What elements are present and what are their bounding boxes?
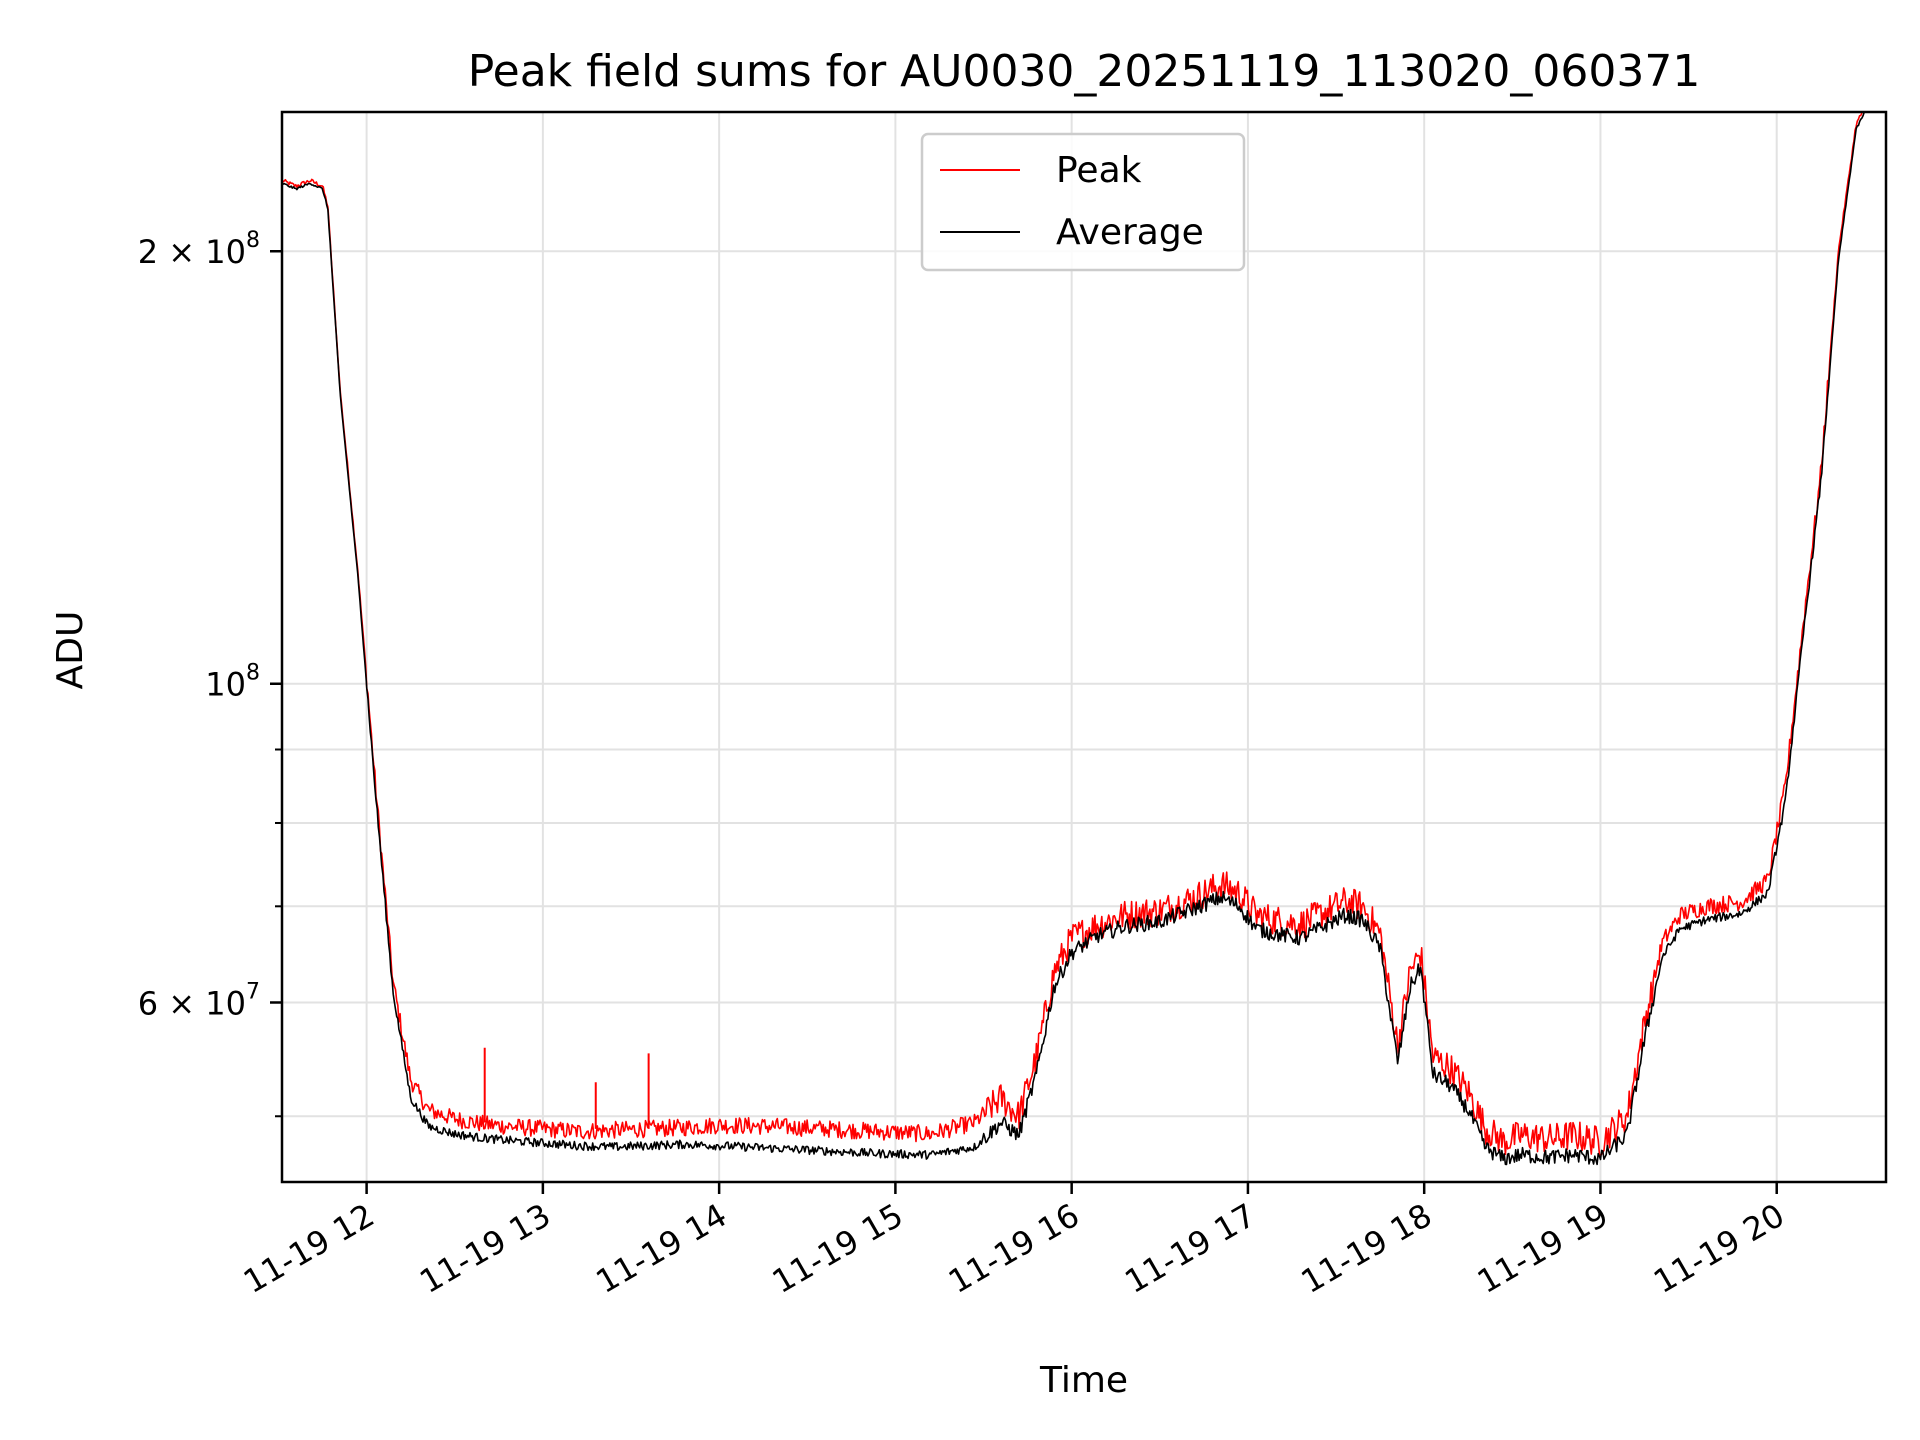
- y-tick-exponent: 7: [246, 979, 260, 1004]
- y-tick-label: 2 × 108: [138, 228, 260, 271]
- series-layer: [282, 112, 1866, 1166]
- legend-box: [920, 132, 1246, 272]
- y-tick-label-text: 6 × 107: [138, 979, 260, 1022]
- y-tick-exponent: 8: [246, 228, 260, 253]
- y-axis-label: ADU: [50, 611, 91, 690]
- y-tick-base: 10: [205, 666, 246, 704]
- chart-title: Peak field sums for AU0030_20251119_1130…: [468, 46, 1701, 97]
- legend-label-peak: Peak: [1056, 150, 1142, 191]
- plot-frame: [280, 110, 1888, 1184]
- series-line-average: [282, 112, 1866, 1166]
- y-tick-label-text: 108: [205, 661, 260, 704]
- y-tick-label: 108: [205, 661, 260, 704]
- y-tick-exponent: 8: [246, 661, 260, 686]
- x-axis-label: Time: [1039, 1360, 1128, 1401]
- series-line-peak: [282, 112, 1864, 1157]
- y-tick-label: 6 × 107: [138, 979, 260, 1022]
- legend[interactable]: Peak Average: [920, 132, 1246, 272]
- y-tick-label-text: 2 × 108: [138, 228, 260, 271]
- legend-label-average: Average: [1056, 212, 1204, 253]
- y-tick-base: 6 × 10: [138, 984, 246, 1022]
- y-tick-base: 2 × 10: [138, 233, 246, 271]
